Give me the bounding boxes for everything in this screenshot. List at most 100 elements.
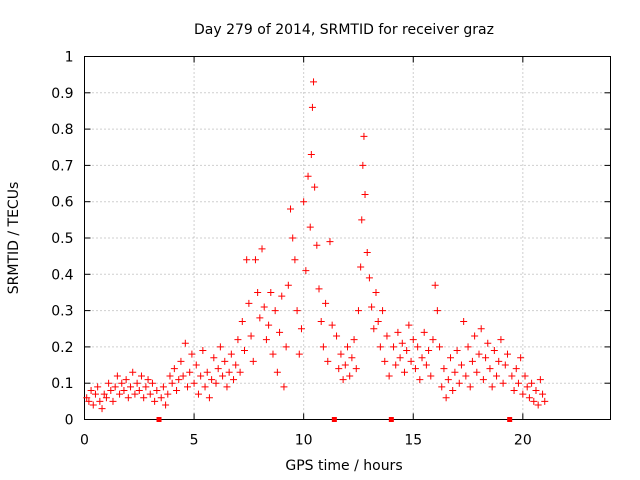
data-point xyxy=(197,372,205,380)
data-point xyxy=(477,325,485,333)
data-point xyxy=(223,383,231,391)
data-point xyxy=(471,332,479,340)
data-point xyxy=(436,343,444,351)
x-tick-label: 10 xyxy=(295,433,313,449)
axis-layer: 00.10.20.30.40.50.60.70.80.910 5 10 15 20 xyxy=(51,50,611,449)
data-point xyxy=(225,368,233,376)
data-point xyxy=(534,401,542,409)
data-point xyxy=(425,347,433,355)
data-point xyxy=(85,397,93,405)
data-point xyxy=(289,234,297,242)
data-point xyxy=(372,288,380,296)
data-point xyxy=(177,357,185,365)
data-point xyxy=(234,336,242,344)
data-point xyxy=(358,216,366,224)
data-point xyxy=(479,376,487,384)
data-point xyxy=(258,245,266,253)
data-point xyxy=(536,376,544,384)
data-point xyxy=(429,336,437,344)
data-point xyxy=(236,368,244,376)
data-point xyxy=(464,343,472,351)
y-tick-label: 0.9 xyxy=(51,86,73,102)
data-point xyxy=(98,405,106,413)
data-gap-marker xyxy=(507,417,513,422)
data-point xyxy=(359,161,367,169)
data-point xyxy=(444,376,452,384)
data-point xyxy=(122,376,130,384)
data-point xyxy=(282,343,290,351)
data-point xyxy=(392,361,400,369)
data-point xyxy=(407,357,415,365)
data-point xyxy=(495,357,503,365)
data-point xyxy=(530,397,538,405)
data-point xyxy=(335,365,343,373)
data-point xyxy=(317,317,325,325)
data-point xyxy=(525,394,533,402)
grid-layer xyxy=(84,56,611,420)
data-point xyxy=(431,281,439,289)
data-point xyxy=(153,386,161,394)
data-point xyxy=(164,390,172,398)
data-point xyxy=(175,376,183,384)
data-point xyxy=(488,383,496,391)
data-point xyxy=(398,339,406,347)
data-point xyxy=(151,397,159,405)
data-point xyxy=(120,386,128,394)
data-point xyxy=(89,401,97,409)
data-point xyxy=(466,383,474,391)
data-point xyxy=(135,386,143,394)
data-point xyxy=(142,383,150,391)
data-point xyxy=(363,249,371,257)
data-point xyxy=(208,376,216,384)
data-point xyxy=(284,281,292,289)
data-gap-marker xyxy=(156,417,162,422)
y-tick-label: 1 xyxy=(65,50,74,66)
data-point xyxy=(308,103,316,111)
data-point xyxy=(370,325,378,333)
data-point xyxy=(528,379,536,387)
data-point xyxy=(322,299,330,307)
data-point xyxy=(230,376,238,384)
data-point xyxy=(521,372,529,380)
data-point xyxy=(438,383,446,391)
data-point xyxy=(100,390,108,398)
data-point xyxy=(243,256,251,264)
data-point xyxy=(420,328,428,336)
data-point xyxy=(396,354,404,362)
data-point xyxy=(354,307,362,315)
data-point xyxy=(512,365,520,373)
data-point xyxy=(247,332,255,340)
data-point xyxy=(190,379,198,387)
data-point xyxy=(449,386,457,394)
data-point xyxy=(310,78,318,86)
data-point xyxy=(442,394,450,402)
data-point xyxy=(188,350,196,358)
data-point xyxy=(508,372,516,380)
data-point xyxy=(409,336,417,344)
data-point xyxy=(245,299,253,307)
data-point xyxy=(427,372,435,380)
data-point xyxy=(194,390,202,398)
data-point xyxy=(232,361,240,369)
data-point xyxy=(453,347,461,355)
data-point xyxy=(517,354,525,362)
data-point xyxy=(324,357,332,365)
data-point xyxy=(418,354,426,362)
data-point xyxy=(307,151,315,159)
data-point xyxy=(129,368,137,376)
data-point xyxy=(133,379,141,387)
data-point xyxy=(532,386,540,394)
data-point xyxy=(96,397,104,405)
data-point xyxy=(455,379,463,387)
data-point xyxy=(124,394,132,402)
data-point xyxy=(137,372,145,380)
data-point xyxy=(501,361,509,369)
data-point xyxy=(113,372,121,380)
data-point xyxy=(306,223,314,231)
data-point xyxy=(144,376,152,384)
data-point xyxy=(541,397,549,405)
y-tick-label: 0.6 xyxy=(51,195,73,211)
data-point xyxy=(510,386,518,394)
data-point xyxy=(381,357,389,365)
data-point xyxy=(411,365,419,373)
